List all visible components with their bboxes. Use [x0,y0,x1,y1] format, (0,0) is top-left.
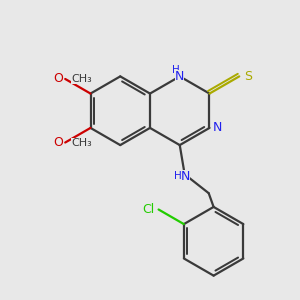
Text: O: O [53,136,63,149]
Text: CH₃: CH₃ [71,74,92,84]
Text: N: N [175,70,184,83]
Text: CH₃: CH₃ [71,137,92,148]
Text: O: O [53,73,63,85]
Text: H: H [174,171,182,181]
Text: S: S [244,70,252,83]
Text: N: N [181,170,190,183]
Text: N: N [213,122,222,134]
Text: Cl: Cl [142,203,154,216]
Text: H: H [172,65,180,76]
